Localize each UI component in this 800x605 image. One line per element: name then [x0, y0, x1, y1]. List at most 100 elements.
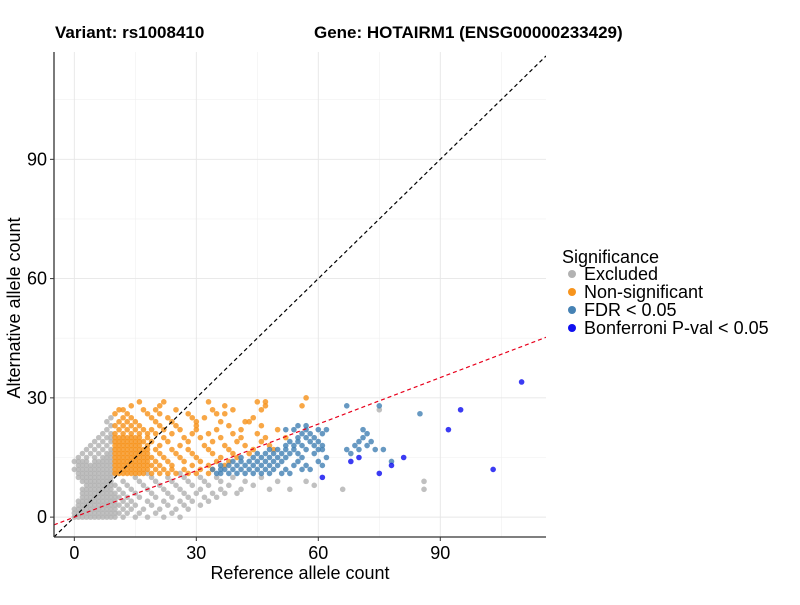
data-point [83, 482, 90, 489]
legend: Significance ExcludedNon-significantFDR … [562, 247, 769, 338]
data-point [140, 506, 147, 512]
data-point [169, 494, 175, 501]
data-point [169, 510, 175, 516]
data-point [144, 450, 151, 457]
data-point [79, 450, 86, 457]
data-point [319, 446, 326, 453]
data-point [83, 514, 90, 520]
data-point [246, 466, 252, 473]
data-point [250, 462, 257, 469]
data-point [71, 506, 78, 512]
data-point [266, 454, 273, 461]
data-point [169, 446, 175, 453]
data-point [156, 403, 163, 409]
data-point [99, 514, 106, 520]
data-point [185, 446, 191, 453]
data-point [116, 450, 122, 457]
data-point [112, 450, 118, 457]
data-point [124, 450, 130, 457]
data-point [116, 454, 122, 461]
data-point [108, 470, 114, 477]
data-point [209, 406, 216, 413]
data-point [120, 446, 126, 453]
data-point [104, 494, 110, 501]
data-point [282, 446, 289, 453]
data-point [311, 450, 318, 457]
data-point [140, 458, 147, 465]
data-point [254, 466, 261, 473]
data-point [116, 466, 122, 473]
data-point [112, 410, 118, 417]
data-point [282, 442, 289, 449]
data-point [274, 462, 281, 469]
data-point [79, 478, 86, 485]
data-point [213, 410, 220, 417]
data-point [217, 454, 224, 461]
data-point [185, 410, 191, 417]
data-point [221, 462, 228, 469]
data-point [201, 442, 208, 449]
legend-title: Significance [562, 247, 659, 267]
data-point [144, 434, 151, 441]
data-point [120, 434, 126, 441]
data-point [132, 458, 139, 465]
data-point [108, 430, 114, 437]
data-point [160, 399, 167, 405]
data-point [238, 454, 244, 461]
data-point [152, 430, 159, 437]
data-point [116, 510, 122, 516]
data-point [132, 450, 139, 457]
data-point [128, 442, 135, 449]
data-point [217, 478, 224, 485]
data-point [148, 474, 155, 481]
data-point [120, 450, 126, 457]
data-point [132, 474, 139, 481]
data-point [79, 486, 86, 493]
data-point [124, 470, 130, 477]
data-point [108, 438, 114, 445]
data-point [177, 454, 183, 461]
data-point [104, 450, 110, 457]
data-point [250, 454, 257, 461]
data-point [95, 514, 102, 520]
data-point [234, 462, 240, 469]
data-point [108, 482, 114, 489]
data-point [136, 438, 143, 445]
data-point [303, 462, 309, 469]
data-point [120, 438, 126, 445]
data-point [104, 470, 110, 477]
data-point [128, 422, 135, 429]
legend-swatch [568, 270, 576, 278]
data-point [71, 466, 78, 473]
data-point [116, 434, 122, 441]
data-point [246, 450, 252, 457]
data-point [364, 442, 370, 449]
data-point [95, 474, 102, 481]
data-point [209, 438, 216, 445]
data-point [128, 506, 135, 512]
data-point [213, 494, 220, 501]
data-point [226, 446, 232, 453]
data-point [372, 446, 379, 453]
data-point [278, 450, 285, 457]
data-point [128, 498, 135, 505]
data-point [83, 494, 90, 501]
data-point [201, 478, 208, 485]
data-point [91, 514, 98, 520]
data-point [173, 506, 179, 512]
data-point [140, 438, 147, 445]
data-point [104, 506, 110, 512]
data-point [230, 430, 236, 437]
data-point [205, 470, 212, 477]
data-point [104, 474, 110, 481]
data-point [104, 458, 110, 465]
data-point [299, 403, 305, 409]
data-point [83, 478, 90, 485]
data-point [87, 494, 94, 501]
data-point [108, 466, 114, 473]
data-point [307, 466, 313, 473]
data-point [177, 486, 183, 493]
data-point [221, 466, 228, 473]
x-tick-label: 30 [186, 543, 206, 563]
